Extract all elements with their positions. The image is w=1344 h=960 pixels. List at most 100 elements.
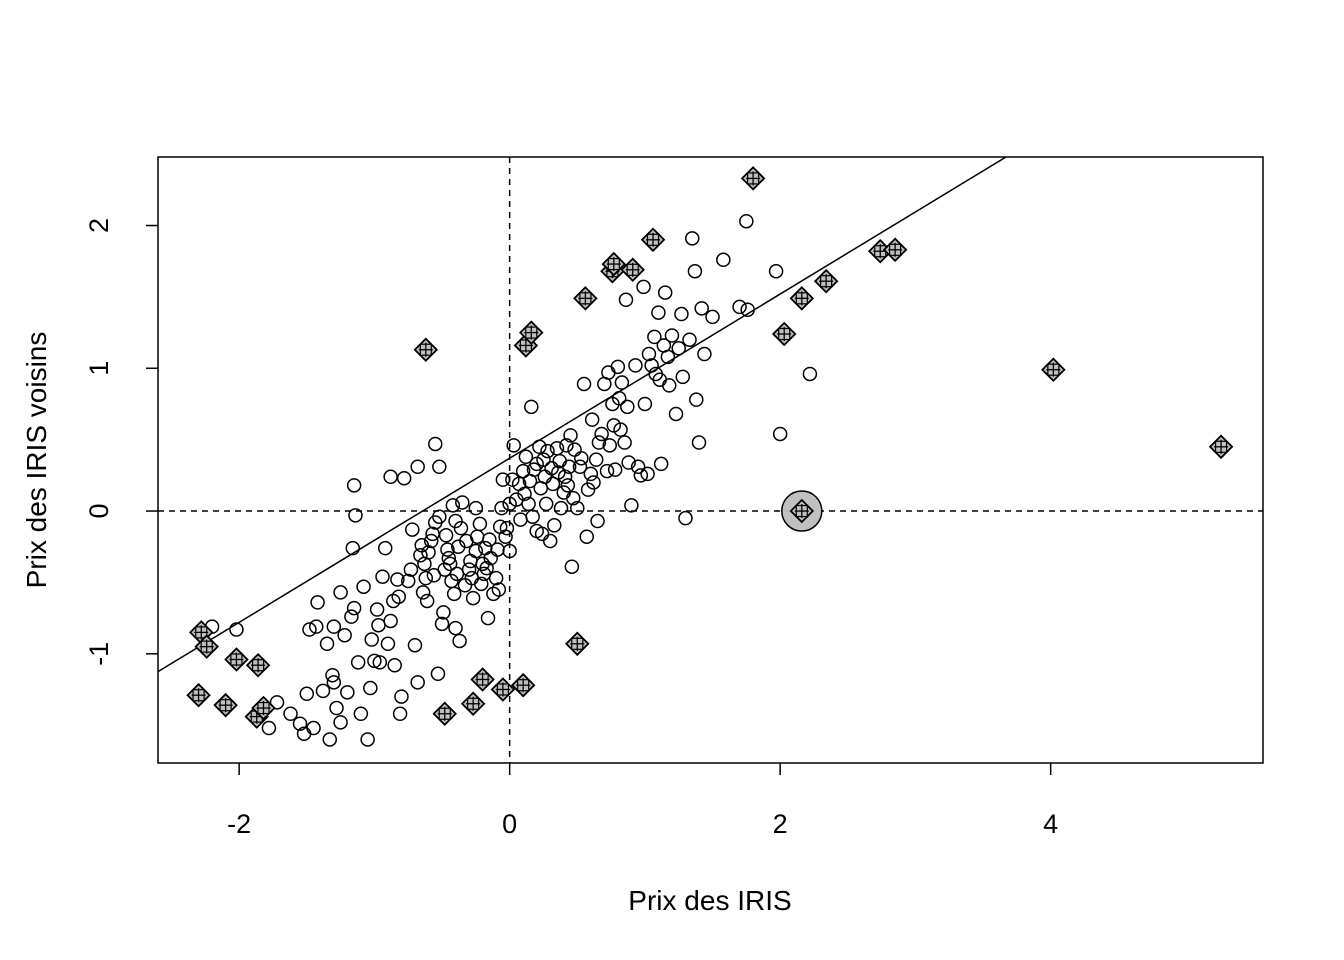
data-point: [387, 657, 402, 673]
data-point: [610, 359, 626, 375]
x-tick-label: 0: [502, 809, 517, 839]
data-point: [534, 526, 550, 542]
data-point: [565, 490, 581, 506]
influential-point: [1208, 434, 1234, 460]
data-point: [660, 349, 676, 365]
data-point: [421, 545, 436, 560]
data-point: [463, 553, 478, 569]
x-axis-label: Prix des IRIS: [628, 885, 791, 916]
data-point: [337, 627, 352, 643]
data-point: [432, 509, 447, 524]
data-point: [547, 518, 562, 533]
data-point: [517, 486, 532, 502]
data-point: [664, 328, 680, 343]
data-point: [494, 500, 509, 516]
data-point: [618, 292, 634, 308]
data-point: [261, 720, 277, 736]
data-point: [586, 475, 601, 490]
data-point: [392, 706, 408, 721]
data-point: [599, 463, 615, 479]
influential-point: [601, 251, 627, 277]
data-point: [367, 653, 382, 669]
data-point: [772, 426, 788, 442]
data-point: [574, 450, 589, 466]
data-point: [678, 510, 693, 526]
data-point: [403, 562, 419, 577]
data-point: [428, 436, 443, 452]
data-point: [269, 695, 285, 710]
data-point: [364, 632, 379, 647]
data-point: [423, 533, 439, 549]
data-point: [506, 438, 521, 453]
influential-point: [194, 634, 219, 659]
data-point: [525, 509, 540, 524]
data-point: [442, 556, 458, 572]
reference-lines: [158, 157, 1263, 763]
data-point: [346, 478, 362, 493]
data-point: [390, 572, 405, 587]
data-point: [630, 459, 646, 475]
data-point: [446, 586, 462, 602]
data-point: [567, 442, 582, 457]
data-point: [614, 375, 630, 390]
data-point: [640, 466, 655, 482]
data-point: [333, 585, 348, 600]
x-tick-label: 2: [773, 809, 788, 839]
data-point: [576, 376, 592, 392]
data-point: [452, 633, 467, 649]
data-point: [532, 439, 547, 455]
data-point: [346, 600, 362, 616]
data-point: [322, 732, 338, 747]
data-point: [802, 366, 818, 382]
data-point: [560, 478, 576, 493]
data-point: [310, 595, 325, 610]
y-tick-label: 0: [84, 504, 114, 519]
data-point: [360, 732, 375, 747]
data-point: [413, 548, 428, 563]
data-point: [502, 543, 517, 559]
influential-point: [490, 677, 516, 702]
data-point: [628, 358, 643, 373]
data-point: [410, 675, 425, 690]
y-axis-label: Prix des IRIS voisins: [21, 332, 52, 589]
data-point: [607, 462, 623, 477]
data-point: [633, 468, 649, 483]
data-point: [542, 533, 558, 549]
influential-point: [251, 695, 276, 721]
influential-point: [510, 672, 536, 698]
data-point: [488, 570, 504, 586]
data-point: [644, 358, 659, 373]
data-point: [436, 605, 451, 620]
data-point: [579, 529, 594, 544]
influential-point: [413, 337, 439, 362]
data-point: [375, 569, 390, 584]
data-point: [326, 619, 342, 634]
data-point: [369, 602, 385, 617]
data-point: [613, 422, 628, 437]
influential-point: [640, 227, 666, 253]
data-point: [641, 346, 657, 362]
data-point: [479, 560, 494, 576]
data-point: [557, 469, 573, 485]
y-tick-label: -1: [84, 642, 114, 666]
data-point: [283, 706, 298, 721]
data-point: [521, 496, 536, 512]
data-point: [445, 498, 461, 513]
data-point: [538, 496, 554, 512]
x-tick-label: -2: [227, 809, 251, 839]
data-point: [515, 463, 531, 479]
data-point: [689, 392, 704, 407]
data-point: [345, 540, 361, 556]
influential-point: [1041, 357, 1066, 382]
data-point: [694, 301, 709, 316]
data-point: [453, 520, 469, 536]
data-point: [394, 689, 409, 704]
data-point: [561, 459, 577, 475]
y-tick-label: 2: [84, 218, 114, 233]
data-point: [716, 252, 731, 268]
data-point: [495, 472, 511, 487]
data-point: [611, 391, 627, 406]
influential-point: [470, 667, 495, 692]
data-point: [440, 542, 455, 557]
data-point: [478, 540, 493, 556]
